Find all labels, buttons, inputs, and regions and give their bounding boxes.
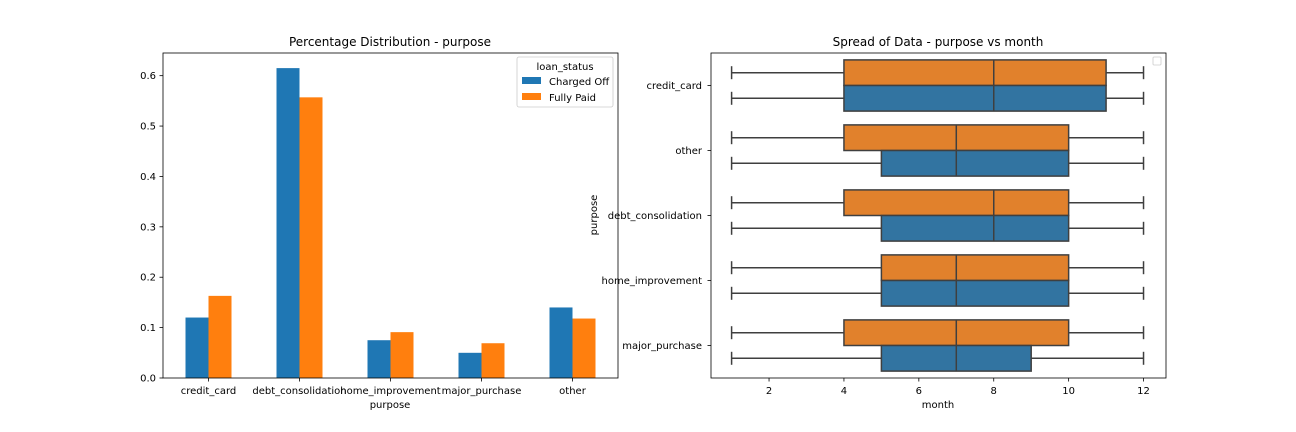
bar-y-tick-label: 0.5	[140, 122, 156, 133]
bar-x-ticks: credit_card debt_consolidationhome_improv…	[181, 378, 587, 397]
bar-charged-off-credit-card	[185, 317, 209, 378]
bar-charged-off-other	[549, 307, 573, 378]
legend-swatch-fully-paid	[522, 93, 541, 100]
box-credit-card-0	[843, 59, 1107, 87]
bar-x-tick-label-other: other	[559, 386, 587, 397]
legend-label-fully-paid: Fully Paid	[549, 93, 596, 104]
box-chart-title: Spread of Data - purpose vs month	[833, 35, 1044, 49]
bar-y-tick-label: 0.2	[140, 273, 156, 284]
bar-x-axis-label: purpose	[370, 400, 411, 411]
box-y-tick-label-major-purchase: major_purchase	[622, 341, 702, 352]
bar-y-tick-label: 0.3	[140, 222, 156, 233]
box-x-tick-label: 10	[1062, 386, 1075, 397]
bar-y-tick-label: 0.0	[140, 374, 156, 385]
box-y-tick-label-home-improvement: home_improvement	[602, 276, 703, 287]
box-x-tick-label: 2	[766, 386, 772, 397]
bar-fully-paid-home-improvement	[390, 332, 414, 378]
bar-y-ticks: 0.0 0.1 0.2 0.3 0.4 0.5 0.6	[140, 71, 163, 385]
bar-y-tick-label: 0.1	[140, 323, 156, 334]
bar-x-tick-label-home-improvement: home_improvement	[340, 386, 441, 397]
box-credit-card-1	[843, 84, 1107, 112]
box-debt-consolidation-0	[843, 189, 1070, 217]
box-y-tick-label-other: other	[675, 146, 703, 157]
bar-x-tick-label-credit-card: credit_card	[181, 386, 237, 397]
bar-y-tick-label: 0.6	[140, 71, 156, 82]
box-legend-empty	[1152, 56, 1162, 66]
bar-fully-paid-debt-consolidation	[299, 97, 323, 378]
bar-fully-paid-other	[572, 318, 596, 378]
bar-chart-title: Percentage Distribution - purpose	[289, 35, 491, 49]
bar-charged-off-major-purchase	[458, 352, 482, 378]
legend-title: loan_status	[536, 62, 593, 73]
box-chart: Spread of Data - purpose vs month credit…	[589, 35, 1167, 411]
legend-swatch-charged-off	[522, 77, 541, 84]
bar-fully-paid-major-purchase	[481, 343, 505, 378]
box-debt-consolidation-1	[880, 214, 1070, 242]
bar-marks	[185, 68, 596, 379]
bar-x-tick-label-debt-consolidation: debt_consolidation	[252, 386, 346, 397]
box-home-improvement-1	[880, 279, 1070, 307]
box-other-1	[880, 149, 1070, 177]
bar-x-tick-label-major-purchase: major_purchase	[442, 386, 522, 397]
bar-chart: Percentage Distribution - purpose 0.0 0.1…	[140, 35, 619, 411]
box-x-ticks: 2 4 6 8 10 12	[766, 378, 1150, 397]
box-home-improvement-0	[880, 254, 1070, 282]
box-marks	[730, 59, 1145, 372]
box-y-tick-label-debt-consolidation: debt_consolidation	[608, 211, 702, 222]
bar-legend: loan_status Charged Off Fully Paid	[516, 56, 614, 108]
legend-label-charged-off: Charged Off	[549, 77, 610, 88]
box-x-axis-label: month	[922, 400, 954, 411]
bar-charged-off-debt-consolidation	[276, 68, 300, 379]
bar-y-tick-label: 0.4	[140, 172, 156, 183]
box-x-tick-label: 4	[841, 386, 847, 397]
box-x-tick-label: 12	[1137, 386, 1150, 397]
box-y-axis-label: purpose	[589, 195, 600, 236]
box-x-tick-label: 6	[916, 386, 922, 397]
bar-charged-off-home-improvement	[367, 340, 391, 378]
bar-fully-paid-credit-card	[208, 295, 232, 378]
box-x-tick-label: 8	[991, 386, 997, 397]
box-y-tick-label-credit-card: credit_card	[647, 81, 703, 92]
